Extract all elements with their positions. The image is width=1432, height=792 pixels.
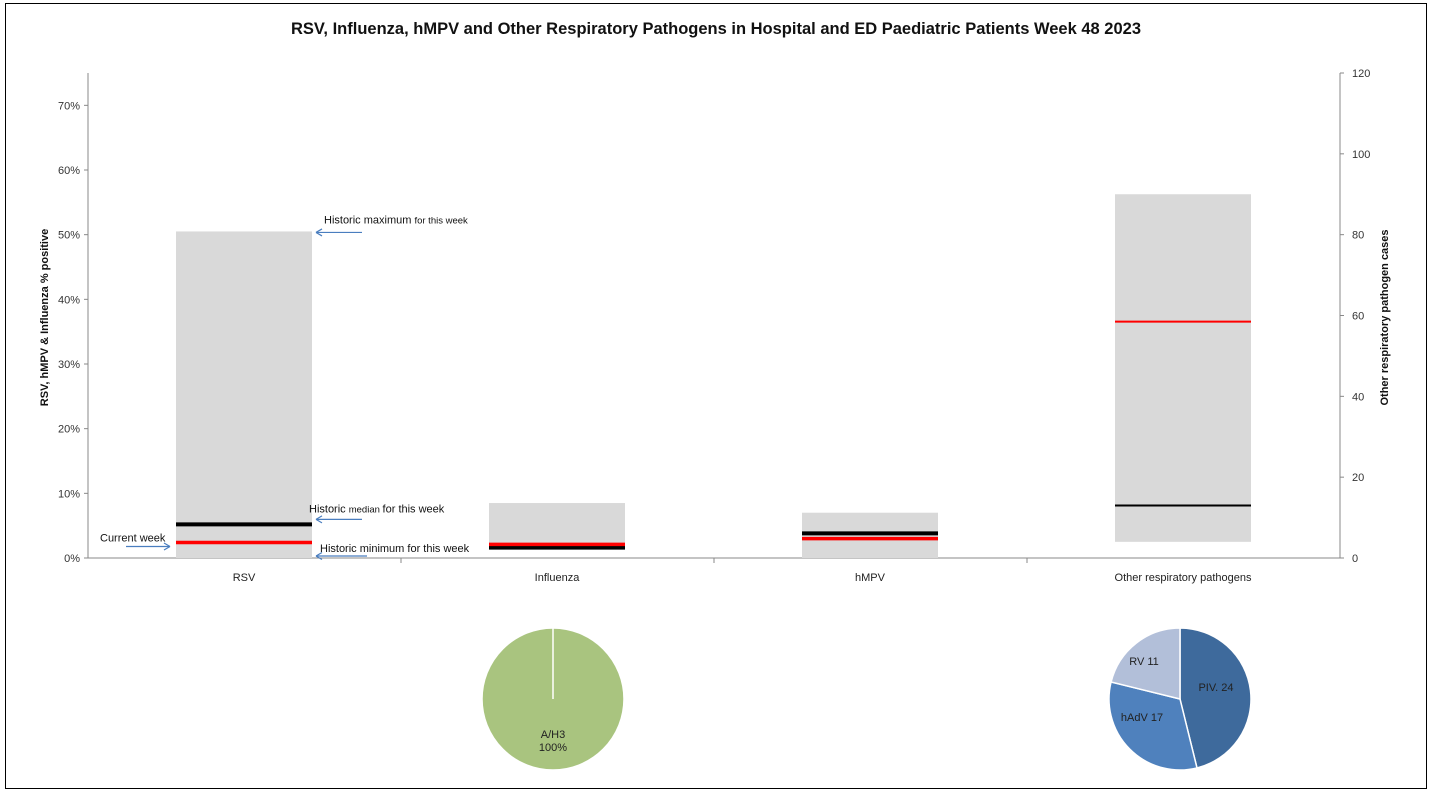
arrow-current-head bbox=[163, 542, 171, 551]
y-right-tick-label: 100 bbox=[1352, 149, 1370, 161]
chart-title: RSV, Influenza, hMPV and Other Respirato… bbox=[291, 20, 1141, 38]
y-left-tick-label: 60% bbox=[58, 165, 80, 177]
y-left-tick-label: 20% bbox=[58, 424, 80, 436]
arrow-max-head bbox=[315, 228, 323, 237]
pie-other-slice bbox=[1110, 627, 1181, 700]
arrow-min-head bbox=[315, 551, 323, 561]
y-left-axis-title: RSV, hMPV & Influenza % positive bbox=[39, 229, 51, 406]
y-left-tick-label: 30% bbox=[58, 359, 80, 371]
y-right-tick-label: 40 bbox=[1352, 391, 1364, 403]
pie-other-label: PIV. 24 bbox=[1198, 682, 1233, 694]
category-label: RSV bbox=[233, 572, 256, 584]
y-left-tick-label: 0% bbox=[64, 553, 80, 565]
y-right-tick-label: 0 bbox=[1352, 553, 1358, 565]
annotation-median: Historic median for this week bbox=[309, 503, 445, 515]
annotation-current: Current week bbox=[100, 532, 166, 544]
y-left-tick-label: 50% bbox=[58, 230, 80, 242]
annotation-min: Historic minimum for this week bbox=[320, 543, 470, 555]
category-label: Other respiratory pathogens bbox=[1115, 572, 1252, 584]
y-right-tick-label: 120 bbox=[1352, 68, 1370, 80]
range-bar bbox=[1115, 194, 1251, 542]
annotation-max: Historic maximum for this week bbox=[324, 214, 468, 226]
pie-other-label: hAdV 17 bbox=[1121, 712, 1163, 724]
category-label: Influenza bbox=[535, 572, 581, 584]
arrow-median-head bbox=[315, 515, 323, 524]
range-bar bbox=[489, 503, 625, 549]
y-left-tick-label: 40% bbox=[58, 294, 80, 306]
range-bar bbox=[176, 231, 312, 558]
y-right-tick-label: 80 bbox=[1352, 230, 1364, 242]
y-right-tick-label: 20 bbox=[1352, 472, 1364, 484]
pie-influenza-label: A/H3 100% bbox=[539, 729, 567, 754]
y-left-tick-label: 70% bbox=[58, 100, 80, 112]
pie-other-slice bbox=[1179, 627, 1252, 769]
category-label: hMPV bbox=[855, 572, 886, 584]
y-right-tick-label: 60 bbox=[1352, 311, 1364, 323]
y-left-tick-label: 10% bbox=[58, 488, 80, 500]
pie-other-label: RV 11 bbox=[1129, 656, 1159, 668]
pie-other-slice bbox=[1108, 681, 1198, 771]
y-right-axis-title: Other respiratory pathogen cases bbox=[1379, 229, 1391, 405]
